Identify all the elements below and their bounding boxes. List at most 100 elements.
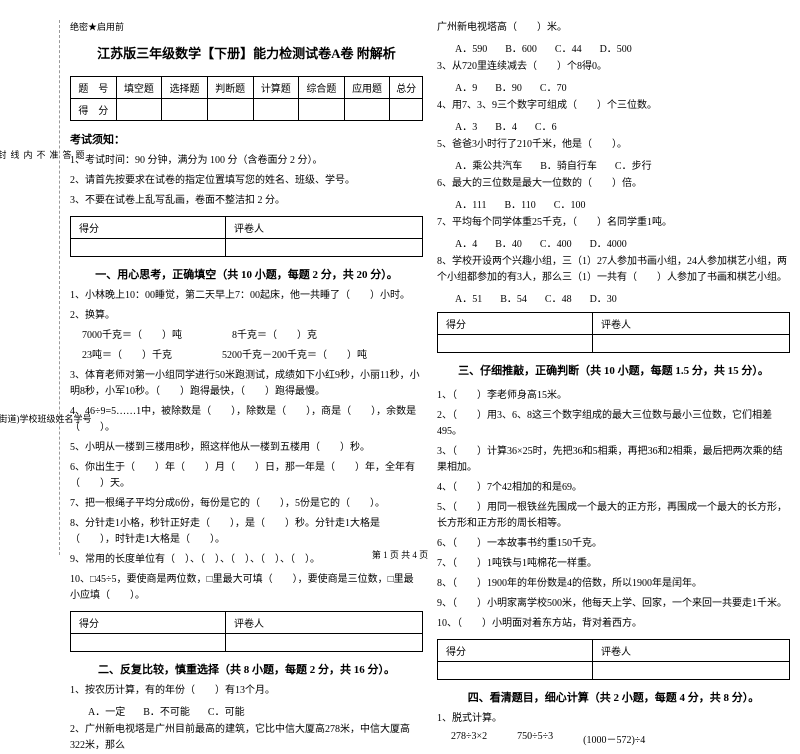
choice: B．54 <box>500 290 527 305</box>
gutter-dash: 内 <box>22 150 35 162</box>
choice: C．100 <box>554 196 586 211</box>
q: 6、最大的三位数是最大一位数的（ ）倍。 <box>437 176 790 192</box>
score-header: 应用题 <box>344 77 390 99</box>
gutter-labels: 学号 姓名 班级 学校 乡镇(街道) <box>0 288 92 551</box>
gutter-label: 学号 <box>74 412 92 425</box>
score-cell <box>344 99 390 121</box>
gutter-dash: 线 <box>9 150 22 162</box>
gutter-label: 学校 <box>19 412 37 425</box>
q: 3、从720里连续减去（ ）个8得0。 <box>437 59 790 75</box>
choice: C．可能 <box>208 703 245 718</box>
q-sub: 23吨＝（ ）千克 5200千克－200千克＝（ ）吨 <box>70 348 423 364</box>
gs-cell <box>226 239 423 257</box>
choice: C．6 <box>535 118 557 133</box>
q: 4、（ ）7个42相加的和是69。 <box>437 480 790 496</box>
gutter-label: 姓名 <box>56 412 74 425</box>
q: 1、小林晚上10：00睡觉，第二天早上7：00起床，他一共睡了（ ）小时。 <box>70 288 423 304</box>
choice: B．4 <box>495 118 517 133</box>
score-header: 综合题 <box>299 77 345 99</box>
content-columns: 绝密★启用前 江苏版三年级数学【下册】能力检测试卷A卷 附解析 题 号 填空题 … <box>60 20 790 555</box>
q: 3、（ ）计算36×25时，先把36和5相乘，再把36和2相乘，最后把两次乘的结… <box>437 444 790 476</box>
choices: A．3 B．4 C．6 <box>437 118 790 133</box>
gutter-dashes: 题 答 准 不 内 线 封 密 <box>0 25 87 288</box>
choice: B．40 <box>495 235 522 250</box>
choices: A．一定 B．不可能 C．可能 <box>70 703 423 718</box>
calc-row: 278÷3×2 750÷5÷3 (1000－572)÷4 <box>437 731 790 746</box>
gs-label: 得分 <box>438 640 593 662</box>
notice-item: 3、不要在试卷上乱写乱画，卷面不整洁扣 2 分。 <box>70 193 423 209</box>
q: 5、爸爸3小时行了210千米，他是（ ）。 <box>437 137 790 153</box>
choice: C．步行 <box>615 157 652 172</box>
choice: B．600 <box>505 40 537 55</box>
choice: C．400 <box>540 235 572 250</box>
page: 题 答 准 不 内 线 封 密 学号 姓名 班级 学校 乡镇(街道) 绝密★启用… <box>0 0 800 565</box>
gutter-dash: 答 <box>61 150 74 162</box>
q: 4、用7、3、9三个数字可组成（ ）个三位数。 <box>437 98 790 114</box>
calc-expr: 750÷5÷3 <box>517 731 553 746</box>
gs-label: 得分 <box>71 217 226 239</box>
section2-title: 二、反复比较，慎重选择（共 8 小题，每题 2 分，共 16 分）。 <box>70 661 423 677</box>
score-header: 判断题 <box>207 77 253 99</box>
choice: A．乘公共汽车 <box>455 157 522 172</box>
gutter-dash: 不 <box>35 150 48 162</box>
gs-label: 得分 <box>438 313 593 335</box>
q: 7、平均每个同学体重25千克，（ ）名同学重1吨。 <box>437 215 790 231</box>
choices: A．590 B．600 C．44 D．500 <box>437 40 790 55</box>
gutter-dash: 封 <box>0 150 9 162</box>
left-column: 绝密★启用前 江苏版三年级数学【下册】能力检测试卷A卷 附解析 题 号 填空题 … <box>70 20 423 555</box>
choices: A．9 B．90 C．70 <box>437 79 790 94</box>
choice: D．30 <box>590 290 617 305</box>
gs-label: 评卷人 <box>226 612 423 634</box>
table-row: 题 号 填空题 选择题 判断题 计算题 综合题 应用题 总分 <box>71 77 423 99</box>
choices: A．4 B．40 C．400 D．4000 <box>437 235 790 250</box>
gs-label: 得分 <box>71 612 226 634</box>
q: 8、分针走1小格，秒针正好走（ ），是（ ）秒。分针走1大格是（ ），时针走1大… <box>70 516 423 548</box>
q: 9、（ ）小明家离学校500米，他每天上学、回家，一个来回一共要走1千米。 <box>437 596 790 612</box>
exam-title: 江苏版三年级数学【下册】能力检测试卷A卷 附解析 <box>70 43 423 62</box>
grade-sign-box: 得分 评卷人 <box>70 611 423 652</box>
score-cell <box>162 99 208 121</box>
score-cell <box>253 99 299 121</box>
choice: B．90 <box>495 79 522 94</box>
choice: C．70 <box>540 79 567 94</box>
gs-cell <box>71 239 226 257</box>
notice-item: 2、请首先按要求在试卷的指定位置填写您的姓名、班级、学号。 <box>70 173 423 189</box>
page-footer: 第 1 页 共 4 页 <box>0 548 800 561</box>
gutter-dash: 准 <box>48 150 61 162</box>
section3-title: 三、仔细推敲，正确判断（共 10 小题，每题 1.5 分，共 15 分）。 <box>437 362 790 378</box>
score-cell <box>390 99 423 121</box>
score-table: 题 号 填空题 选择题 判断题 计算题 综合题 应用题 总分 得 分 <box>70 76 423 121</box>
score-cell <box>207 99 253 121</box>
choices: A．111 B．110 C．100 <box>437 196 790 211</box>
gs-cell <box>438 335 593 353</box>
grade-sign-box: 得分 评卷人 <box>70 216 423 257</box>
choice: C．44 <box>555 40 582 55</box>
choice: B．110 <box>504 196 535 211</box>
choice: A．4 <box>455 235 477 250</box>
choices: A．51 B．54 C．48 D．30 <box>437 290 790 305</box>
choice: A．一定 <box>88 703 125 718</box>
choice: C．48 <box>545 290 572 305</box>
q-cont: 广州新电视塔高（ ）米。 <box>437 20 790 36</box>
choice: D．500 <box>600 40 632 55</box>
choice: A．51 <box>455 290 482 305</box>
q: 5、小明从一楼到三楼用8秒，照这样他从一楼到五楼用（ ）秒。 <box>70 440 423 456</box>
choice: B．不可能 <box>143 703 190 718</box>
right-column: 广州新电视塔高（ ）米。 A．590 B．600 C．44 D．500 3、从7… <box>437 20 790 555</box>
secret-label: 绝密★启用前 <box>70 20 423 33</box>
q: 2、广州新电视塔是广州目前最高的建筑，它比中信大厦高278米，中信大厦高322米… <box>70 722 423 754</box>
choice: A．3 <box>455 118 477 133</box>
section1-title: 一、用心思考，正确填空（共 10 小题，每题 2 分，共 20 分）。 <box>70 266 423 282</box>
gs-label: 评卷人 <box>593 313 790 335</box>
q: 1、（ ）李老师身高15米。 <box>437 388 790 404</box>
q: 2、换算。 <box>70 308 423 324</box>
calc-expr: (1000－572)÷4 <box>583 731 645 746</box>
section4-title: 四、看清题目，细心计算（共 2 小题，每题 4 分，共 8 分）。 <box>437 689 790 705</box>
q: 1、脱式计算。 <box>437 711 790 727</box>
grade-sign-box: 得分 评卷人 <box>437 639 790 680</box>
gs-cell <box>593 335 790 353</box>
grade-sign-box: 得分 评卷人 <box>437 312 790 353</box>
choice: A．9 <box>455 79 477 94</box>
binding-gutter: 题 答 准 不 内 线 封 密 学号 姓名 班级 学校 乡镇(街道) <box>10 20 60 555</box>
gs-cell <box>226 634 423 652</box>
